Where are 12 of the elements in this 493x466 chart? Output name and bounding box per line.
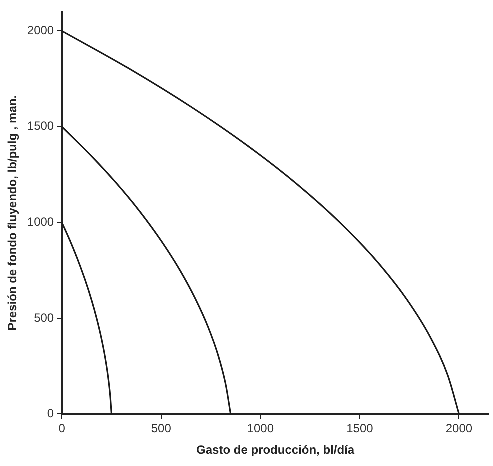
y-tick-label: 1500 xyxy=(27,119,54,134)
y-tick-label: 1000 xyxy=(27,214,54,229)
x-tick-label: 2000 xyxy=(446,422,473,436)
x-tick-label: 1500 xyxy=(346,422,374,436)
x-tick-label: 1000 xyxy=(247,422,274,436)
x-tick-label: 0 xyxy=(58,422,66,436)
y-tick-label: 0 xyxy=(47,406,54,421)
y-axis-title: Presión de fondo fluyendo, lb/pulg , man. xyxy=(6,95,20,331)
x-axis-title: Gasto de producción, bl/día xyxy=(196,443,355,458)
y-tick-label: 500 xyxy=(34,310,54,325)
y-tick-label: 2000 xyxy=(27,23,54,38)
x-tick-label: 500 xyxy=(151,422,172,436)
